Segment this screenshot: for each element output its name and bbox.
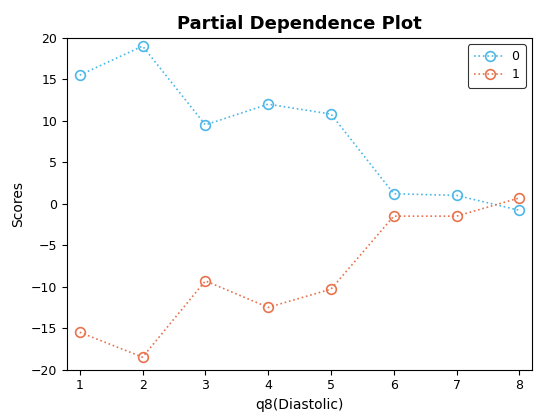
0: [328, 112, 334, 117]
0: [453, 193, 460, 198]
Title: Partial Dependence Plot: Partial Dependence Plot: [177, 16, 422, 34]
0: [76, 73, 83, 78]
Y-axis label: Scores: Scores: [12, 181, 26, 227]
1: [390, 214, 397, 219]
0: [516, 208, 523, 213]
1: [76, 330, 83, 335]
Legend: 0, 1: 0, 1: [468, 44, 526, 87]
0: [139, 44, 146, 49]
0: [202, 122, 209, 127]
0: [265, 102, 272, 107]
Line: 1: 1: [75, 193, 524, 362]
Line: 0: 0: [75, 41, 524, 215]
1: [328, 286, 334, 291]
1: [139, 354, 146, 360]
1: [453, 214, 460, 219]
0: [390, 191, 397, 196]
1: [516, 195, 523, 200]
1: [202, 278, 209, 284]
1: [265, 305, 272, 310]
X-axis label: q8(Diastolic): q8(Diastolic): [255, 398, 344, 412]
